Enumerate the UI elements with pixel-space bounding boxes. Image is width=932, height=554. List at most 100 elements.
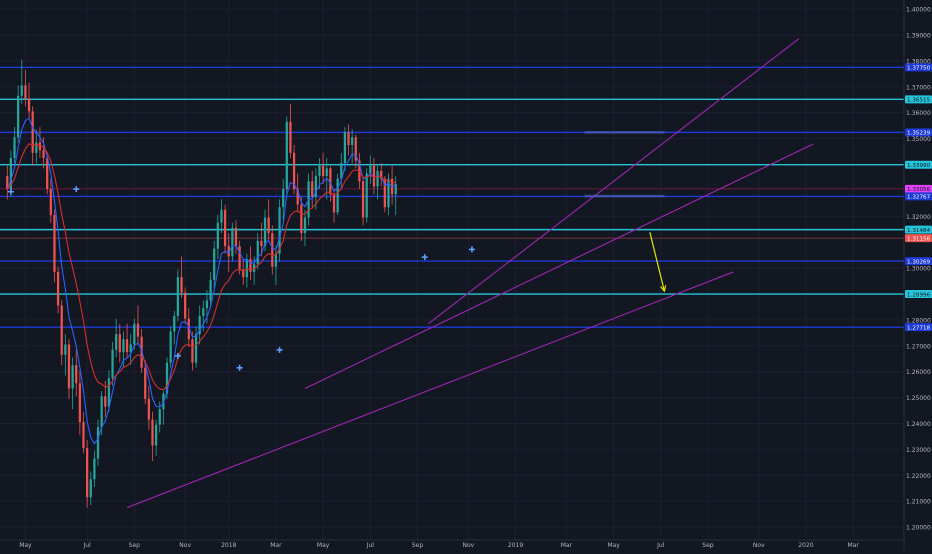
candle-body: [278, 207, 281, 254]
level-price-label: 1.35239: [907, 131, 931, 137]
x-tick-label: Sep: [702, 542, 714, 549]
candle-body: [361, 181, 365, 218]
level-price-tag: [905, 323, 932, 332]
candle-body: [340, 163, 343, 179]
level-price-tag: [905, 184, 932, 193]
trendline: [126, 271, 734, 509]
signal-marker: [174, 352, 181, 359]
candle-body: [376, 170, 379, 187]
candle-body: [107, 378, 111, 407]
candle-body: [13, 137, 16, 158]
candle-body: [100, 396, 103, 428]
candle-body: [118, 334, 121, 353]
candle-body: [311, 181, 314, 197]
level-price-tag: [905, 257, 932, 266]
trendline: [304, 143, 814, 389]
candle-body: [343, 132, 347, 164]
candle-body: [173, 315, 176, 332]
level-price-label: 1.33056: [907, 187, 931, 193]
candle-body: [31, 111, 34, 153]
candle-body: [321, 165, 325, 177]
candle-body: [147, 398, 150, 420]
price-axis[interactable]: 1.20000 1.21000 1.22000 1.23000 1.24000 1.250…: [905, 7, 932, 532]
candle-body: [380, 170, 383, 179]
candle-body: [187, 318, 190, 340]
ema-fast-line: [6, 117, 396, 445]
level-price-tag: [905, 234, 932, 243]
x-tick-label: Sep: [412, 542, 424, 549]
x-tick-label: May: [607, 542, 620, 549]
ema-slow-line: [6, 143, 396, 391]
candle-body: [144, 367, 147, 399]
candle-body: [205, 300, 209, 309]
candle-body: [209, 279, 212, 301]
candle-body: [136, 323, 140, 337]
x-tick-label: Jul: [83, 542, 92, 549]
trendline: [428, 38, 800, 325]
candle-body: [220, 209, 223, 223]
candle-body: [46, 157, 49, 190]
candle-body: [303, 217, 307, 234]
x-tick-label: 2020: [798, 542, 813, 549]
candle-body: [253, 264, 256, 272]
y-tick-label: 1.39000: [906, 32, 931, 39]
candle-body: [133, 323, 136, 345]
candle-body: [213, 248, 216, 280]
price-axis-panel[interactable]: [904, 0, 932, 550]
level-price-label: 1.30269: [907, 259, 931, 265]
y-tick-label: 1.28000: [906, 317, 931, 324]
y-tick-label: 1.25000: [906, 395, 931, 402]
level-price-label: 1.28996: [907, 292, 931, 298]
signal-marker: [73, 186, 80, 193]
candle-body: [394, 183, 397, 195]
level-price-label: 1.31156: [907, 236, 931, 242]
candle-body: [296, 189, 299, 205]
signal-marker: [468, 246, 475, 253]
candle-body: [38, 142, 42, 151]
candle-body: [154, 424, 158, 446]
level-price-label: 1.27718: [907, 325, 931, 331]
candle-body: [115, 334, 118, 350]
candle-body: [354, 137, 357, 161]
candle-body: [231, 227, 234, 257]
candle-body: [104, 396, 107, 407]
candle-body: [96, 427, 100, 459]
zone-box: [584, 131, 665, 134]
candle-body: [300, 204, 303, 234]
level-price-tag: [905, 95, 932, 104]
x-tick-label: Nov: [179, 542, 191, 549]
signal-marker: [7, 188, 14, 195]
level-price-label: 1.32767: [907, 195, 931, 201]
candle-body: [60, 305, 63, 355]
candle-body: [314, 176, 317, 197]
signal-markers: [7, 186, 475, 371]
candle-body: [129, 344, 132, 353]
candle-body: [75, 365, 78, 384]
candle-body: [351, 137, 354, 146]
candle-body: [71, 365, 74, 389]
x-tick-label: Mar: [270, 542, 282, 549]
candle-body: [20, 85, 23, 96]
candle-body: [318, 165, 321, 177]
candle-body: [176, 277, 180, 316]
candle-body: [49, 189, 52, 215]
x-tick-label: Jul: [656, 542, 665, 549]
signal-marker: [236, 364, 243, 371]
zone-box: [584, 194, 665, 198]
candle-body: [365, 173, 368, 218]
candle-body: [158, 409, 161, 425]
candle-body: [140, 336, 143, 368]
candle-body: [387, 178, 390, 208]
candle-body: [56, 271, 60, 306]
candle-body: [194, 334, 198, 363]
level-price-tag: [905, 160, 932, 169]
candle-body: [223, 209, 227, 247]
candle-body: [53, 214, 56, 272]
time-axis[interactable]: May Jul Sep Nov 2018 Mar May Jul Sep Nov 2019 Mar Ma…: [19, 542, 859, 549]
y-tick-label: 1.30000: [906, 266, 931, 273]
candle-body: [274, 253, 278, 267]
moving-averages: [6, 117, 396, 445]
signal-marker: [276, 346, 283, 353]
